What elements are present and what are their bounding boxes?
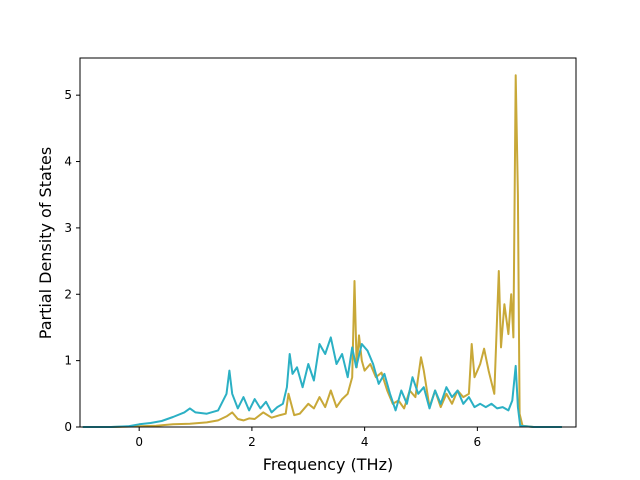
x-tick-label: 6 [474,435,482,449]
y-tick-label: 4 [64,155,72,169]
x-tick-label: 0 [135,435,143,449]
x-axis-title: Frequency (THz) [263,455,393,474]
series-layer [82,74,562,428]
y-tick-label: 0 [64,420,72,434]
y-tick-label: 1 [64,354,72,368]
x-tick-label: 2 [248,435,256,449]
y-tick-label: 3 [64,221,72,235]
plot-frame [79,57,577,428]
x-tick-label: 4 [361,435,369,449]
y-axis-title: Partial Density of States [36,147,55,339]
y-tick-label: 5 [64,88,72,102]
x-axis-ticks: 0 2 4 6 [135,427,481,449]
y-tick-label: 2 [64,287,72,301]
pdos-series-line-2 [82,336,562,428]
y-axis-ticks: 0 1 2 3 4 5 [64,88,80,434]
